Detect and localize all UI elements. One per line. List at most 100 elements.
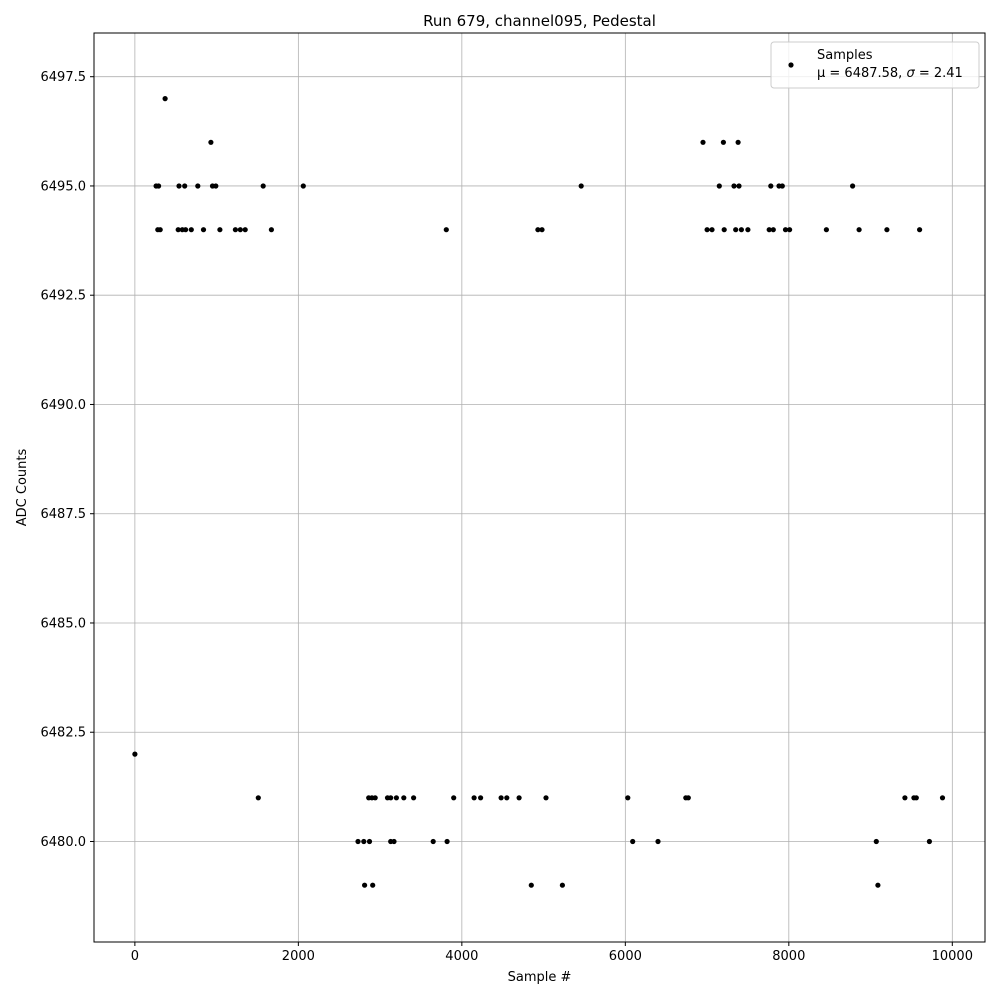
data-point	[625, 795, 631, 801]
legend-series-name: Samples	[817, 48, 873, 63]
x-tick-label: 6000	[609, 949, 642, 964]
data-point	[411, 795, 417, 801]
data-point	[242, 227, 248, 233]
data-point	[539, 227, 545, 233]
data-point	[704, 227, 710, 233]
data-point	[721, 227, 727, 233]
data-point	[787, 227, 793, 233]
data-point	[559, 882, 566, 888]
y-tick-label: 6495.0	[41, 179, 87, 194]
data-point	[157, 227, 163, 233]
data-point	[700, 139, 706, 145]
data-point	[939, 795, 946, 801]
x-tick-label: 8000	[772, 949, 805, 964]
data-point	[516, 795, 522, 801]
data-point	[355, 838, 361, 845]
data-point	[366, 838, 373, 845]
data-point	[213, 183, 219, 189]
data-point	[478, 795, 484, 801]
legend-sigma-symbol: σ	[906, 66, 915, 81]
data-point	[156, 183, 162, 189]
data-point	[183, 227, 189, 233]
data-point	[401, 795, 407, 801]
data-point	[850, 183, 856, 189]
data-point	[782, 227, 789, 233]
data-point	[162, 96, 168, 102]
data-point	[498, 795, 504, 801]
data-point	[232, 227, 238, 233]
data-point	[237, 227, 243, 233]
y-tick-label: 6490.0	[41, 398, 87, 413]
legend-stats: μ = 6487.58, σ = 2.41	[817, 66, 963, 81]
data-point	[738, 227, 745, 233]
x-tick-label: 4000	[445, 949, 478, 964]
x-tick-label: 10000	[932, 949, 973, 964]
x-axis-ticks: 0 2000 4000 6000 8000 10000	[131, 942, 973, 964]
data-point	[745, 227, 751, 233]
data-point	[430, 838, 436, 845]
data-point	[188, 227, 194, 233]
data-point	[471, 795, 477, 801]
data-point	[720, 139, 727, 145]
data-point	[361, 838, 367, 845]
data-point	[779, 183, 785, 189]
data-point	[823, 227, 830, 233]
data-point	[578, 183, 584, 189]
y-axis-label: ADC Counts	[15, 449, 30, 527]
data-point	[873, 838, 879, 845]
data-point	[388, 795, 394, 801]
plot-frame	[93, 32, 986, 943]
x-tick-label: 2000	[282, 949, 315, 964]
y-tick-label: 6480.0	[41, 835, 87, 850]
legend-marker	[788, 62, 794, 68]
data-point	[630, 838, 636, 845]
data-point	[735, 139, 741, 145]
data-point	[716, 183, 722, 189]
data-point	[451, 795, 457, 801]
y-axis-ticks: 6480.0 6482.5 6485.0 6487.5 6490.0 6492.5 6495…	[41, 70, 94, 850]
data-point	[175, 227, 181, 233]
data-point	[208, 139, 214, 145]
data-point	[370, 882, 376, 888]
data-point	[902, 795, 908, 801]
data-point	[528, 882, 534, 888]
data-points	[132, 96, 946, 888]
data-point	[260, 183, 266, 189]
data-point	[393, 795, 399, 801]
data-point	[195, 183, 201, 189]
y-tick-label: 6485.0	[41, 616, 87, 631]
data-point	[391, 838, 397, 845]
data-point	[182, 183, 188, 189]
data-point	[443, 227, 449, 233]
data-point	[736, 183, 742, 189]
data-point	[917, 227, 923, 233]
data-point	[766, 227, 772, 233]
legend: Samples μ = 6487.58, σ = 2.41	[770, 41, 980, 89]
y-tick-label: 6487.5	[41, 507, 87, 522]
data-point	[217, 227, 223, 233]
grid	[94, 33, 985, 942]
data-point	[770, 227, 776, 233]
data-point	[444, 838, 450, 845]
y-tick-label: 6492.5	[41, 289, 87, 304]
legend-sigma-value: = 2.41	[915, 66, 963, 81]
data-point	[200, 227, 207, 233]
data-point	[535, 227, 541, 233]
chart-title: Run 679, channel095, Pedestal	[423, 12, 656, 30]
data-point	[913, 795, 919, 801]
data-point	[543, 795, 549, 801]
legend-mu-part: μ = 6487.58,	[817, 66, 906, 81]
data-point	[372, 795, 378, 801]
data-point	[176, 183, 182, 189]
data-point	[504, 795, 510, 801]
data-point	[731, 183, 737, 189]
data-point	[856, 227, 862, 233]
data-point	[733, 227, 739, 233]
data-point	[300, 183, 306, 189]
y-tick-label: 6482.5	[41, 726, 87, 741]
data-point	[132, 751, 138, 757]
y-tick-label: 6497.5	[41, 70, 87, 85]
data-point	[709, 227, 715, 233]
